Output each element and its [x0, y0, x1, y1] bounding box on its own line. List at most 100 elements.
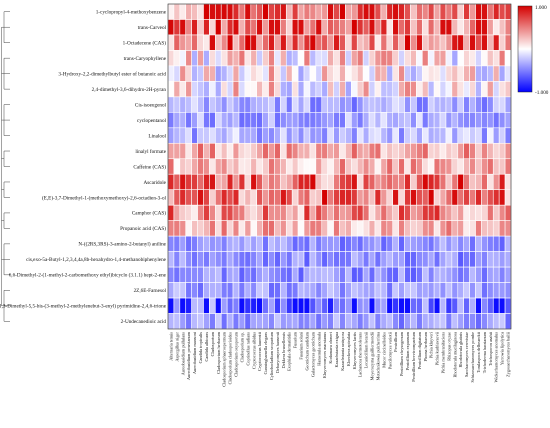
column-label: Cunninghamella elegans: [263, 332, 268, 375]
heatmap-cell: [487, 266, 494, 283]
heatmap-cell: [315, 50, 323, 67]
heatmap-cell: [421, 189, 429, 206]
heatmap-cell: [220, 266, 228, 283]
heatmap-cell: [345, 189, 352, 206]
heatmap-cell: [333, 50, 340, 67]
heatmap-cell: [315, 158, 323, 175]
heatmap-cell: [481, 220, 488, 237]
heatmap-cell: [321, 34, 328, 51]
heatmap-cell: [274, 173, 281, 191]
heatmap-cell: [232, 173, 240, 191]
heatmap-cell: [421, 34, 429, 51]
heatmap-cell: [475, 65, 482, 82]
heatmap-cell: [291, 65, 299, 82]
heatmap-cell: [303, 3, 311, 20]
heatmap-cell: [203, 282, 210, 299]
column-label: Hansenula anomala: [316, 332, 321, 366]
heatmap-cell: [333, 204, 340, 221]
heatmap-cell: [475, 19, 482, 36]
heatmap-cell: [191, 112, 198, 129]
heatmap-cell: [392, 96, 399, 113]
heatmap-cell: [386, 65, 394, 82]
heatmap-cell: [173, 50, 181, 67]
heatmap-cell: [498, 96, 506, 113]
heatmap-cell: [416, 235, 423, 252]
heatmap-cell: [321, 3, 328, 20]
heatmap-cell: [457, 50, 464, 67]
heatmap-cell: [309, 19, 317, 36]
heatmap-cell: [463, 158, 470, 175]
heatmap-cell: [232, 127, 240, 144]
heatmap-cell: [167, 220, 175, 237]
heatmap-cell: [197, 313, 204, 330]
heatmap-cell: [262, 251, 269, 268]
column-label: Zygosaccharomyces bailii: [506, 331, 511, 377]
heatmap-cell: [481, 65, 488, 82]
heatmap-cell: [256, 158, 263, 175]
heatmap-cell: [315, 251, 323, 268]
heatmap-cell: [398, 173, 405, 191]
heatmap-cell: [445, 112, 453, 129]
heatmap-cell: [445, 266, 453, 283]
heatmap-cell: [475, 282, 482, 299]
heatmap-cell: [339, 96, 346, 113]
heatmap-cell: [380, 297, 388, 314]
heatmap-cell: [362, 96, 370, 113]
heatmap-cell: [321, 204, 328, 221]
heatmap-cell: [238, 173, 246, 191]
heatmap-cell: [374, 65, 382, 82]
heatmap-cell: [398, 282, 405, 299]
heatmap-cell: [504, 3, 512, 20]
heatmap-cell: [179, 65, 187, 82]
heatmap-cell: [351, 3, 358, 20]
heatmap-cell: [280, 96, 287, 113]
heatmap-cell: [427, 189, 435, 206]
column-label: Paecilomyces variotii: [387, 331, 392, 369]
heatmap-cell: [191, 282, 198, 299]
heatmap-cell: [386, 204, 394, 221]
heatmap-cell: [498, 19, 506, 36]
heatmap-cell: [309, 158, 317, 175]
heatmap-cell: [232, 189, 240, 206]
heatmap-cell: [433, 3, 441, 20]
heatmap-cell: [185, 158, 192, 175]
heatmap-cell: [504, 189, 512, 206]
heatmap-cell: [280, 297, 287, 314]
heatmap-cell: [345, 204, 352, 221]
heatmap-cell: [215, 3, 222, 20]
heatmap-cell: [167, 297, 175, 314]
heatmap-cell: [185, 189, 192, 206]
row-label: 2Z,6E-Farnesol: [134, 288, 167, 294]
heatmap-cell: [451, 65, 459, 82]
column-label: Penicillium brevicompactum: [411, 331, 416, 381]
heatmap-cell: [498, 158, 506, 175]
heatmap-cell: [457, 189, 464, 206]
heatmap-cell: [250, 266, 257, 283]
column-label: Kluyveromyces lactis: [352, 332, 357, 370]
heatmap-cell: [285, 50, 293, 67]
heatmap-cell: [333, 297, 340, 314]
heatmap-cell: [457, 127, 464, 144]
heatmap-cell: [451, 220, 459, 237]
heatmap-cell: [274, 65, 281, 82]
heatmap-cell: [315, 313, 323, 330]
heatmap-cell: [504, 204, 512, 221]
heatmap-cell: [463, 266, 470, 283]
heatmap-cell: [339, 127, 346, 144]
column-label: Kazachstania exigua: [334, 332, 339, 368]
heatmap-cell: [351, 282, 358, 299]
heatmap-cell: [504, 297, 512, 314]
column-label: Metschnikowia pulcherrima: [375, 332, 380, 380]
heatmap-cell: [250, 220, 257, 237]
heatmap-cell: [368, 19, 376, 36]
column-label: Cladosporium: [210, 331, 215, 356]
heatmap-cell: [463, 282, 470, 299]
heatmap-cell: [498, 220, 506, 237]
heatmap-cell: [315, 297, 323, 314]
heatmap-cell: [410, 204, 417, 221]
heatmap-cell: [362, 313, 370, 330]
heatmap-cell: [475, 297, 482, 314]
heatmap-cell: [321, 282, 328, 299]
heatmap-cell: [386, 297, 394, 314]
